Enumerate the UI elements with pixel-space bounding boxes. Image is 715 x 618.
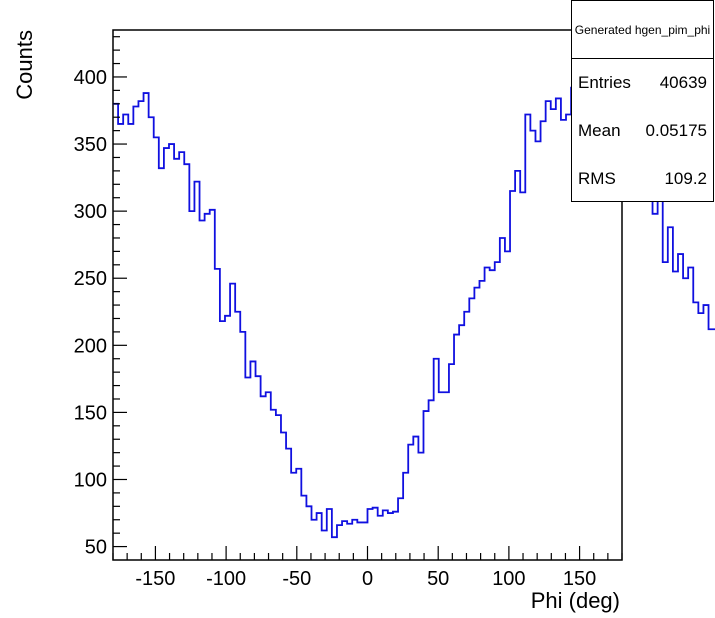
y-axis-title: Counts: [12, 30, 37, 100]
x-tick-label: -50: [282, 568, 311, 590]
y-tick-label: 150: [74, 402, 107, 424]
y-tick-label: 100: [74, 469, 107, 491]
stats-row-mean: Mean 0.05175: [572, 107, 713, 155]
x-axis-ticks: -150 -100 -50 0 50 100 150: [112, 546, 623, 590]
y-axis-ticks: 50 100 150 200 250 300 350 400: [74, 36, 127, 559]
x-tick-label: -100: [206, 568, 246, 590]
x-tick-label: -150: [135, 568, 175, 590]
stats-value: 40639: [659, 73, 707, 92]
y-tick-label: 400: [74, 67, 107, 89]
stats-row-rms: RMS 109.2: [572, 155, 713, 203]
y-tick-label: 50: [85, 537, 107, 559]
y-tick-label: 200: [74, 335, 107, 357]
y-tick-label: 300: [74, 201, 107, 223]
stats-value: 0.05175: [645, 121, 707, 140]
stats-label: Entries: [578, 73, 631, 92]
stats-label: RMS: [578, 169, 616, 188]
x-tick-label: 0: [362, 568, 373, 590]
y-tick-label: 350: [74, 134, 107, 156]
histogram-line: [113, 62, 715, 539]
stats-value: 109.2: [664, 169, 707, 188]
stats-label: Mean: [578, 121, 621, 140]
stats-box: Generated hgen_pim_phi Entries 40639 Mea…: [571, 0, 714, 202]
x-axis-title: Phi (deg): [531, 588, 620, 613]
x-tick-label: 50: [427, 568, 449, 590]
x-tick-label: 100: [492, 568, 525, 590]
x-tick-label: 150: [563, 568, 596, 590]
stats-row-entries: Entries 40639: [572, 59, 713, 107]
y-tick-label: 250: [74, 268, 107, 290]
stats-title: Generated hgen_pim_phi: [572, 1, 713, 59]
